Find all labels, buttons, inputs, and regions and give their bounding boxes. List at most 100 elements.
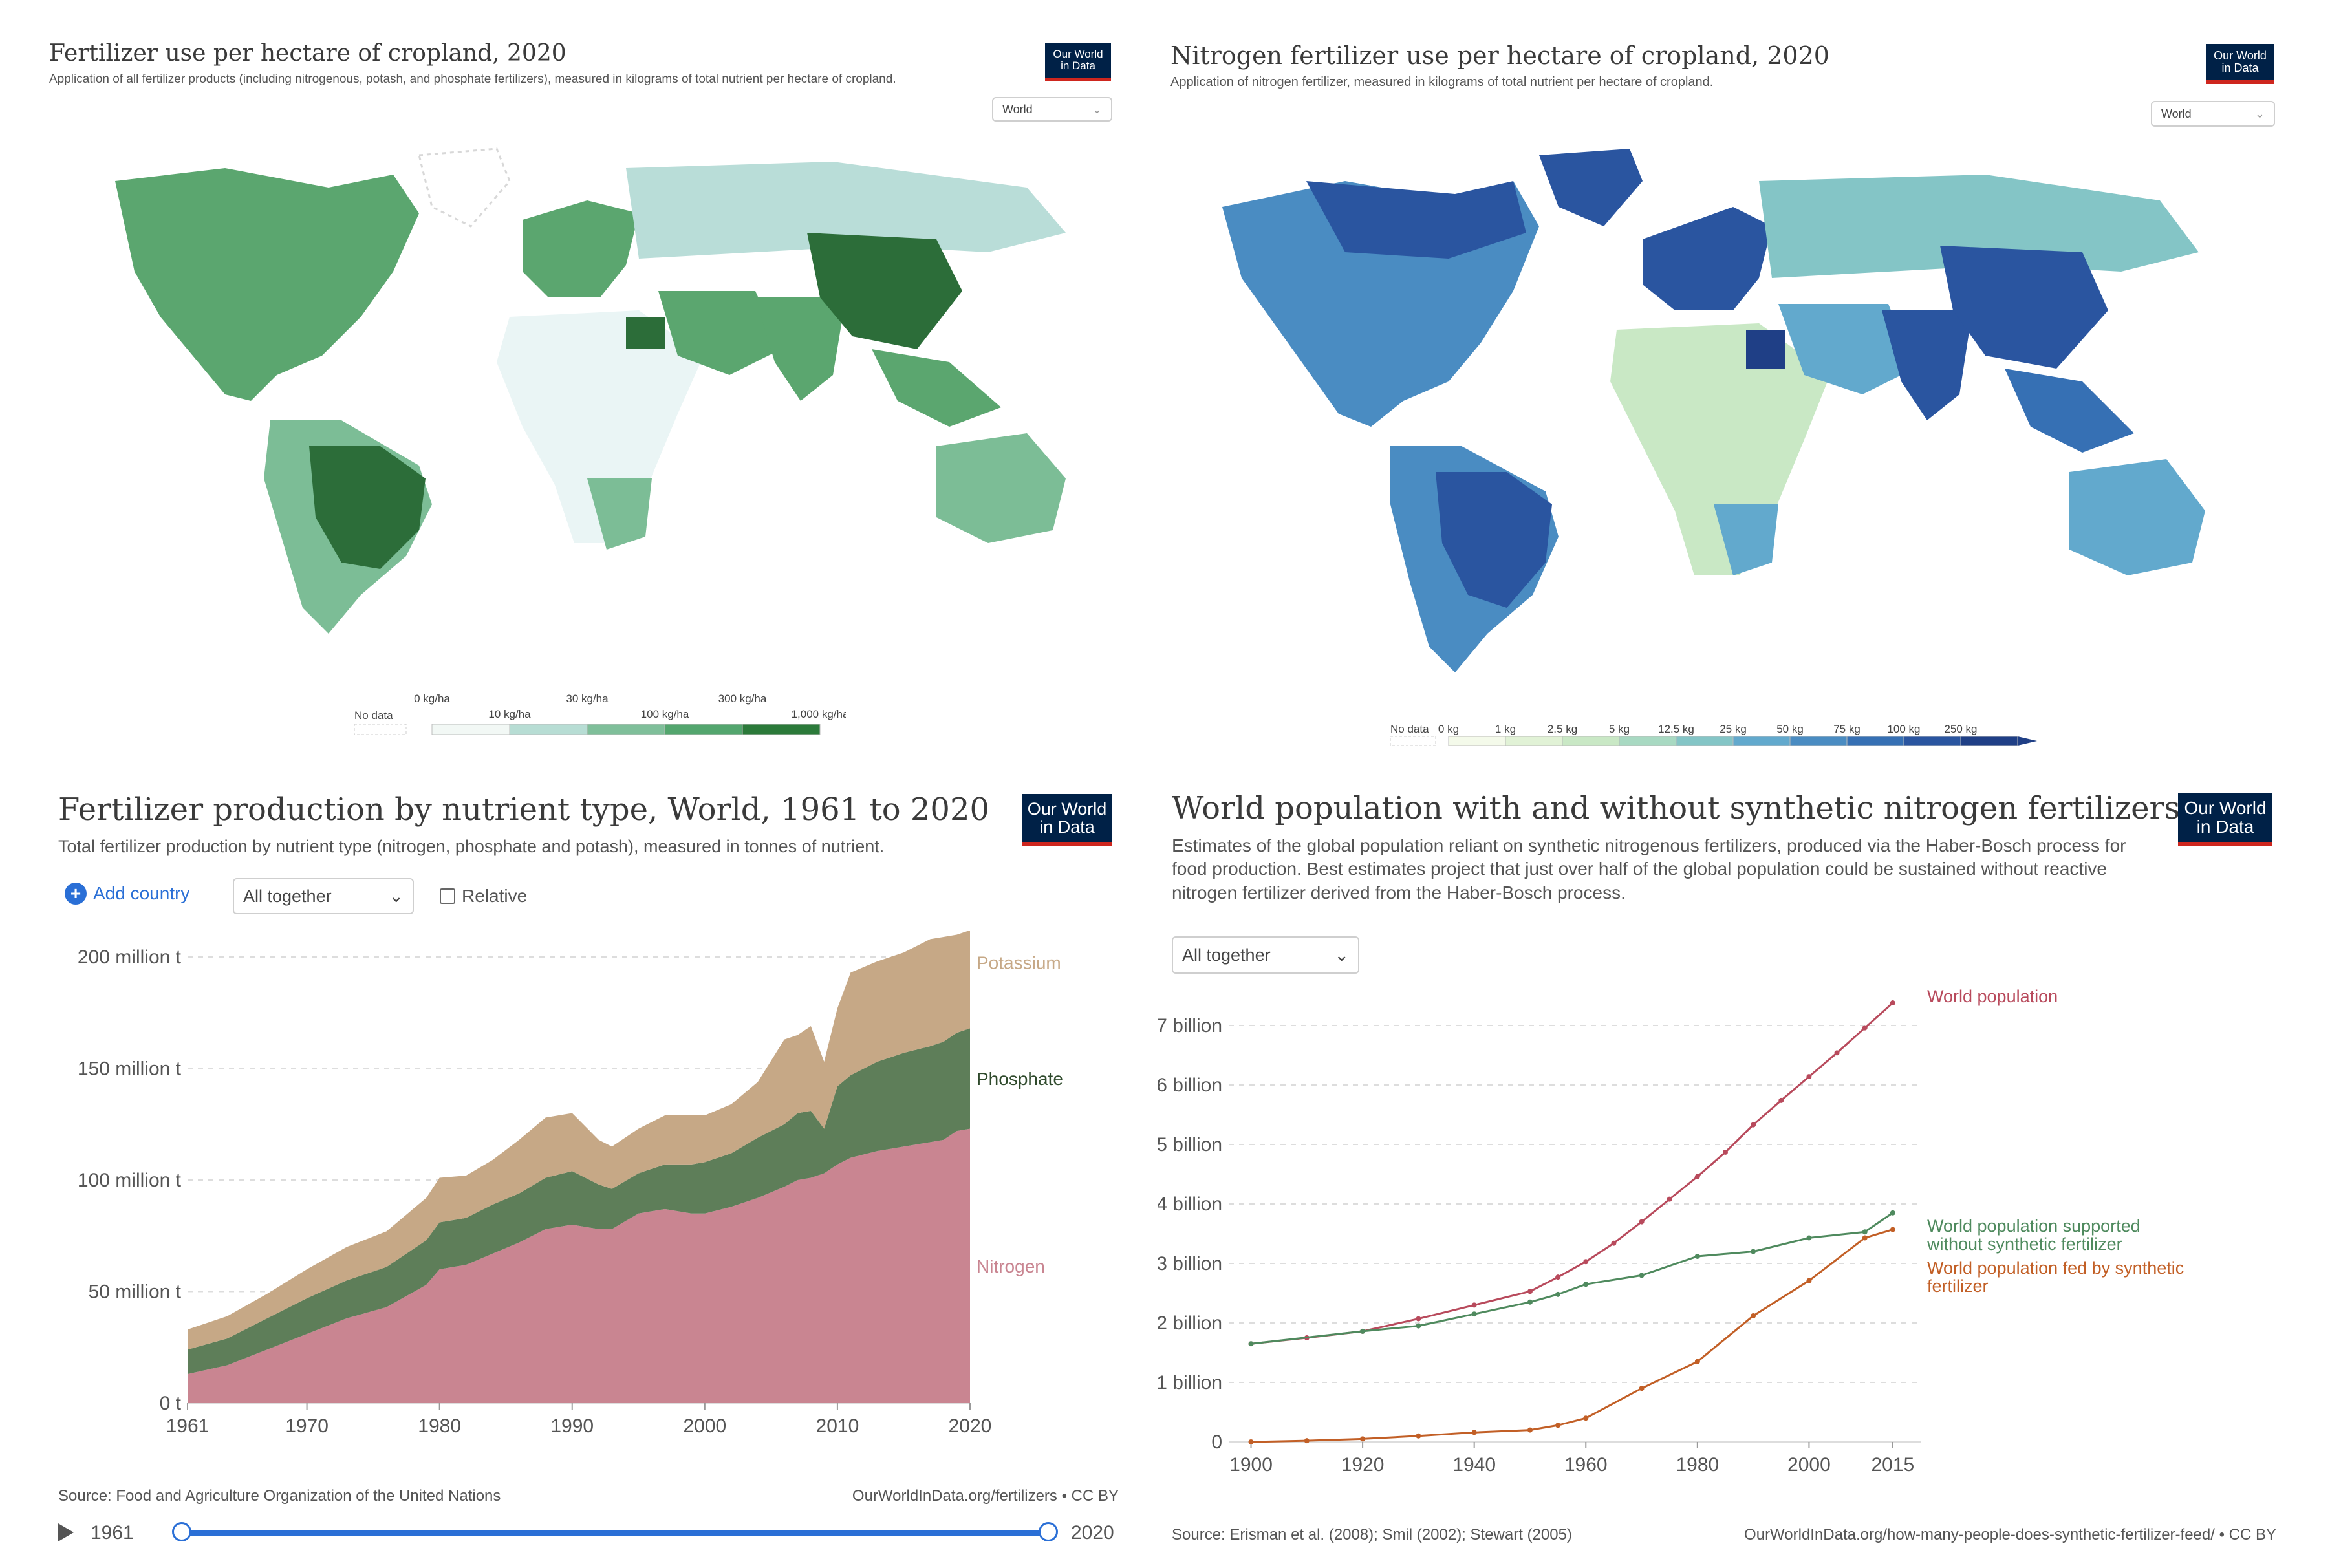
data-point[interactable] <box>1555 1423 1561 1428</box>
data-point[interactable] <box>1583 1259 1589 1265</box>
timeline-end-handle[interactable] <box>1039 1522 1058 1541</box>
southern-africa-shape <box>587 478 652 550</box>
timeline-start-handle[interactable] <box>172 1522 191 1541</box>
y-tick-label: 6 billion <box>1158 1075 1222 1096</box>
relative-label: Relative <box>462 886 528 906</box>
legend-tick-label: 2.5 kg <box>1548 723 1577 735</box>
data-point[interactable] <box>1694 1359 1700 1364</box>
play-icon[interactable] <box>58 1523 74 1541</box>
y-tick-label: 0 t <box>160 1393 182 1414</box>
data-point[interactable] <box>1639 1273 1645 1278</box>
legend-swatch <box>1903 736 1961 746</box>
data-point[interactable] <box>1751 1249 1756 1254</box>
data-point[interactable] <box>1778 1097 1784 1103</box>
map1-title: Fertilizer use per hectare of cropland, … <box>49 40 566 67</box>
data-point[interactable] <box>1611 1240 1617 1246</box>
chart2-license[interactable]: OurWorldInData.org/how-many-people-does-… <box>1744 1526 2276 1543</box>
data-point[interactable] <box>1890 1210 1895 1216</box>
chevron-down-icon: ⌄ <box>389 886 404 906</box>
data-point[interactable] <box>1527 1289 1533 1294</box>
data-point[interactable] <box>1304 1438 1310 1444</box>
data-point[interactable] <box>1248 1439 1254 1444</box>
legend-tick-label: 30 kg/ha <box>566 693 609 705</box>
data-point[interactable] <box>1862 1235 1868 1241</box>
x-tick-label: 1980 <box>1676 1454 1719 1476</box>
x-tick-label: 2015 <box>1871 1454 1914 1476</box>
area-potassium[interactable] <box>188 931 970 1350</box>
data-point[interactable] <box>1862 1025 1868 1031</box>
data-point[interactable] <box>1360 1436 1366 1442</box>
stack-mode-select[interactable]: All together ⌄ <box>1172 936 1359 974</box>
data-point[interactable] <box>1555 1291 1561 1297</box>
data-point[interactable] <box>1639 1219 1645 1225</box>
europe-shape <box>1643 207 1772 310</box>
y-tick-label: 2 billion <box>1158 1313 1222 1334</box>
legend-tick-label: 5 kg <box>1609 723 1630 735</box>
data-point[interactable] <box>1583 1415 1589 1421</box>
x-tick-label: 2010 <box>816 1415 859 1437</box>
relative-checkbox[interactable] <box>440 888 455 904</box>
data-point[interactable] <box>1751 1122 1756 1128</box>
line-series[interactable] <box>1251 1002 1893 1345</box>
y-tick-label: 3 billion <box>1158 1253 1222 1274</box>
area-chart[interactable]: 0 t 50 million t 100 million t 150 million … <box>39 931 1125 1442</box>
world-map[interactable] <box>1177 142 2276 679</box>
y-tick-label: 0 <box>1211 1432 1222 1453</box>
owid-logo[interactable]: Our World in Data <box>1022 794 1112 846</box>
line-series[interactable] <box>1251 1229 1893 1443</box>
add-country-button[interactable]: + Add country <box>65 883 189 905</box>
stack-mode-select[interactable]: All together ⌄ <box>233 878 414 914</box>
legend-no-data-label: No data <box>1390 723 1429 735</box>
data-point[interactable] <box>1806 1278 1812 1283</box>
timeline[interactable]: 1961 2020 <box>58 1520 1125 1552</box>
data-point[interactable] <box>1471 1311 1477 1317</box>
data-point[interactable] <box>1862 1229 1868 1235</box>
relative-toggle[interactable]: Relative <box>440 886 527 907</box>
legend-swatch <box>509 724 588 735</box>
data-point[interactable] <box>1583 1282 1589 1287</box>
data-point[interactable] <box>1416 1316 1421 1322</box>
line-chart[interactable]: 0 1 billion 2 billion 3 billion 4 billion 5 b… <box>1158 976 2302 1513</box>
data-point[interactable] <box>1527 1299 1533 1305</box>
owid-logo[interactable]: Our World in Data <box>2178 793 2272 846</box>
x-tick-label: 2000 <box>683 1415 726 1437</box>
data-point[interactable] <box>1694 1253 1700 1259</box>
data-point[interactable] <box>1555 1274 1561 1280</box>
region-select[interactable]: World ⌄ <box>992 97 1112 122</box>
area-phosphate[interactable] <box>188 1028 970 1375</box>
data-point[interactable] <box>1416 1323 1421 1329</box>
chart1-license[interactable]: OurWorldInData.org/fertilizers • CC BY <box>852 1487 1119 1505</box>
data-point[interactable] <box>1834 1050 1840 1056</box>
data-point[interactable] <box>1890 1000 1895 1006</box>
world-map[interactable] <box>57 142 1105 634</box>
data-point[interactable] <box>1667 1196 1672 1202</box>
timeline-track[interactable] <box>181 1530 1048 1536</box>
owid-logo[interactable]: Our World in Data <box>2206 44 2274 84</box>
area-nitrogen[interactable] <box>188 1128 970 1403</box>
data-point[interactable] <box>1751 1313 1756 1318</box>
legend-arrow <box>2018 736 2037 746</box>
data-point[interactable] <box>1527 1427 1533 1433</box>
y-tick-label: 150 million t <box>78 1058 182 1080</box>
southern-africa-shape <box>1714 504 1778 575</box>
legend-swatch <box>742 724 821 735</box>
legend-tick-label: 100 kg/ha <box>641 708 689 720</box>
north-america-shape <box>115 168 419 401</box>
data-point[interactable] <box>1806 1235 1812 1241</box>
data-point[interactable] <box>1416 1433 1421 1439</box>
data-point[interactable] <box>1248 1341 1254 1347</box>
data-point[interactable] <box>1360 1328 1366 1334</box>
legend-swatch <box>587 724 665 735</box>
data-point[interactable] <box>1471 1302 1477 1308</box>
data-point[interactable] <box>1639 1386 1645 1391</box>
data-point[interactable] <box>1471 1430 1477 1435</box>
legend-swatch <box>1846 736 1904 746</box>
owid-logo[interactable]: Our World in Data <box>1045 43 1111 81</box>
map2-title: Nitrogen fertilizer use per hectare of c… <box>1170 41 1829 70</box>
region-select[interactable]: World ⌄ <box>2151 101 2275 127</box>
line-series[interactable] <box>1251 1212 1893 1345</box>
data-point[interactable] <box>1806 1074 1812 1080</box>
data-point[interactable] <box>1694 1174 1700 1179</box>
data-point[interactable] <box>1722 1149 1728 1155</box>
data-point[interactable] <box>1890 1227 1895 1232</box>
